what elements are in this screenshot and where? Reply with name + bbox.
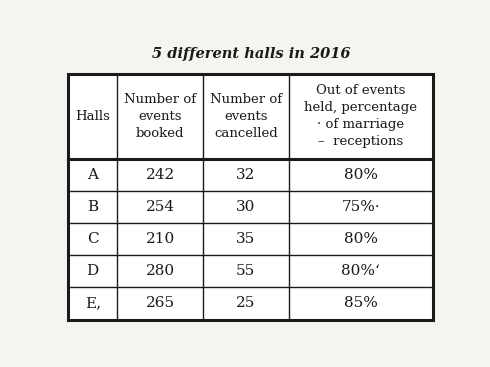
Text: 80%‘: 80%‘ (341, 264, 380, 278)
Text: 80%: 80% (343, 232, 378, 246)
Text: 85%: 85% (343, 297, 378, 310)
Bar (68, 74, 433, 320)
Text: Halls: Halls (75, 110, 110, 123)
Text: 55: 55 (236, 264, 255, 278)
Text: 5 different halls in 2016: 5 different halls in 2016 (152, 47, 350, 61)
Text: 280: 280 (146, 264, 175, 278)
Text: A: A (87, 168, 98, 182)
Text: E‚: E‚ (85, 297, 100, 310)
Text: 265: 265 (146, 297, 175, 310)
Text: 75%·: 75%· (341, 200, 380, 214)
Text: 25: 25 (236, 297, 255, 310)
Text: 30: 30 (236, 200, 255, 214)
Text: C: C (87, 232, 98, 246)
Text: 210: 210 (146, 232, 175, 246)
Text: D: D (87, 264, 99, 278)
Text: Number of
events
booked: Number of events booked (124, 92, 196, 139)
Text: Number of
events
cancelled: Number of events cancelled (210, 92, 282, 139)
Text: 35: 35 (236, 232, 255, 246)
Text: Out of events
held, percentage
· of marriage
–  receptions: Out of events held, percentage · of marr… (304, 84, 417, 148)
Text: 254: 254 (146, 200, 175, 214)
Text: B: B (87, 200, 98, 214)
Text: 242: 242 (146, 168, 175, 182)
Text: 32: 32 (236, 168, 255, 182)
Text: 80%: 80% (343, 168, 378, 182)
